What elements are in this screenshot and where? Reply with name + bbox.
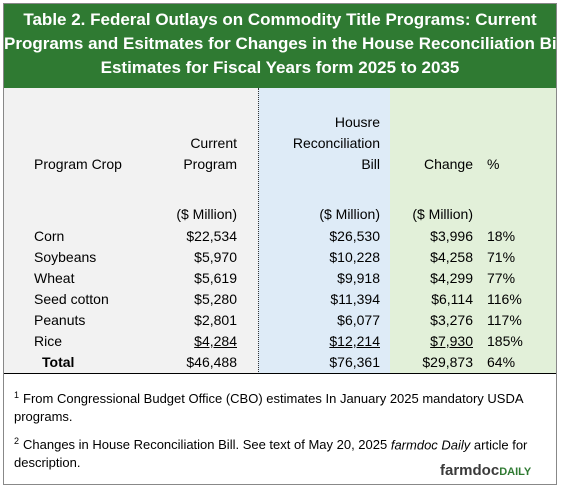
column-header: Program Crop	[34, 156, 122, 172]
column-header: Program	[183, 156, 237, 172]
total-cell: $46,488	[186, 354, 237, 370]
cell: $10,228	[329, 249, 380, 265]
row-label: Soybeans	[34, 249, 97, 265]
title-band	[4, 4, 556, 88]
cell: $5,619	[194, 270, 237, 286]
column-header: %	[487, 156, 500, 172]
footnote-marker: 1	[14, 390, 20, 400]
column-header: Housre	[334, 114, 380, 130]
unit-label: ($ Million)	[319, 206, 380, 222]
total-cell: $76,361	[329, 354, 380, 370]
cell: 116%	[487, 291, 522, 307]
cell: $9,918	[337, 270, 380, 286]
row-label: Peanuts	[34, 312, 86, 328]
logo: farmdocDAILY	[440, 462, 531, 479]
cell: $11,394	[330, 291, 380, 307]
title-line: Estimates for Fiscal Years form 2025 to …	[100, 58, 460, 77]
column-header: Change	[423, 156, 473, 172]
cell: $12,214	[329, 333, 380, 349]
footnote-text: Changes in House Reconciliation Bill. Se…	[23, 437, 391, 453]
cell: $5,280	[194, 291, 237, 307]
cell: 71%	[487, 249, 516, 265]
cell: $6,077	[337, 312, 380, 328]
title-line: Table 2. Federal Outlays on Commodity Ti…	[23, 10, 537, 29]
cell: $26,530	[329, 228, 380, 244]
logo-main: farmdoc	[440, 462, 500, 479]
footnote-italic: farmdoc Daily	[390, 437, 471, 453]
frame	[3, 3, 557, 485]
row-label: Wheat	[34, 270, 75, 286]
logo-suffix: DAILY	[499, 466, 532, 478]
cell: $3,996	[430, 228, 473, 244]
footnote: 1 From Congressional Budget Office (CBO) …	[14, 386, 539, 426]
cell: 77%	[487, 270, 516, 286]
total-label: Total	[42, 354, 75, 370]
unit-label: ($ Million)	[176, 206, 237, 222]
column-header: Bill	[361, 156, 380, 172]
cell: $3,276	[430, 312, 473, 328]
cell: $7,930	[430, 333, 473, 349]
cell: 117%	[487, 312, 522, 328]
unit-label: ($ Million)	[412, 206, 473, 222]
cell: 185%	[487, 333, 523, 349]
total-cell: 64%	[487, 354, 516, 370]
blue-panel	[258, 88, 391, 374]
row-label: Corn	[34, 228, 65, 244]
cell: $4,258	[430, 249, 473, 265]
footnote-text: article for description.	[14, 437, 528, 471]
cell: $22,534	[186, 228, 237, 244]
footnote: 2 Changes in House Reconciliation Bill. S…	[14, 432, 539, 472]
cell: $2,801	[194, 312, 237, 328]
column-header: Current	[190, 135, 237, 151]
footnote-marker: 2	[14, 436, 20, 446]
cell: $6,114	[431, 291, 473, 307]
footnote-text: From Congressional Budget Office (CBO) e…	[14, 391, 523, 425]
title-line: Programs and Esitmates for Changes in th…	[4, 34, 571, 53]
cell: $5,970	[194, 249, 237, 265]
table-bottom-rule	[4, 373, 556, 374]
cell: $4,284	[194, 333, 237, 349]
cell: 18%	[487, 228, 516, 244]
cell: $4,299	[430, 270, 473, 286]
column-header: Reconciliation	[292, 135, 380, 151]
gray-panel	[4, 88, 258, 374]
row-label: Rice	[34, 333, 63, 349]
green-panel	[390, 88, 556, 374]
row-label: Seed cotton	[34, 291, 109, 307]
total-cell: $29,873	[422, 354, 473, 370]
